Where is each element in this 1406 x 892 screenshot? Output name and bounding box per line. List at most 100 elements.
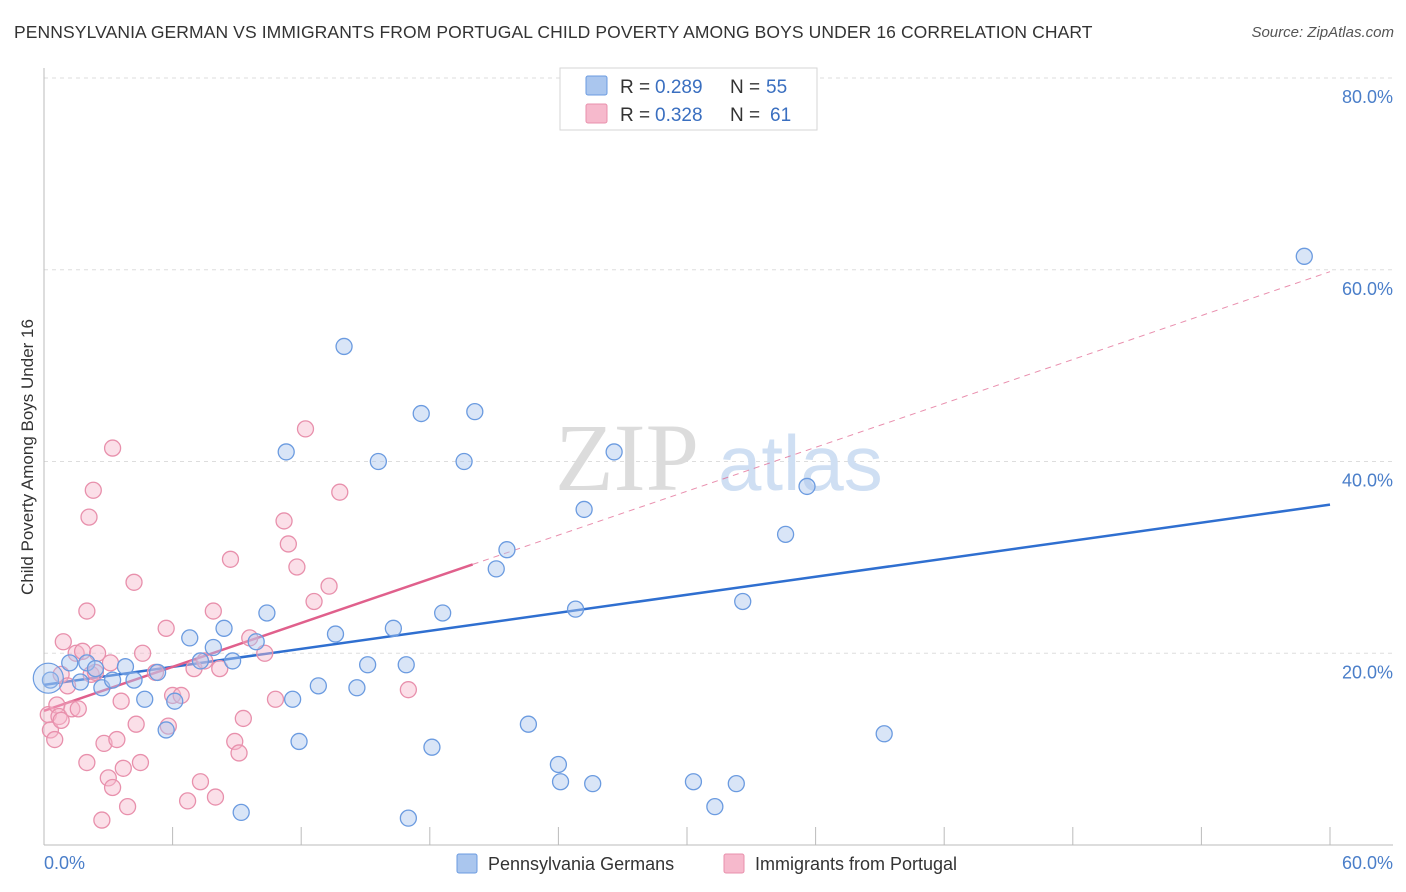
point-immigrants-portugal-58 — [69, 700, 87, 718]
point-immigrants-portugal-48 — [266, 690, 285, 708]
point-immigrants-portugal-1 — [41, 721, 60, 739]
x-tick-labels: 0.0% 60.0% — [44, 853, 1393, 873]
point-pennsylvania-germans-37 — [466, 402, 484, 421]
legend-r-label-1: R = — [620, 77, 650, 98]
point-immigrants-portugal-45 — [234, 709, 252, 728]
point-immigrants-portugal-35 — [178, 792, 197, 810]
legend-n-label-1: N = — [730, 77, 760, 98]
point-pennsylvania-germans-32 — [399, 809, 418, 827]
point-pennsylvania-germans-46 — [605, 443, 623, 461]
point-immigrants-portugal-11 — [78, 753, 96, 772]
point-pennsylvania-germans-30 — [384, 619, 403, 637]
legend-n-value-2: 61 — [770, 105, 791, 126]
point-pennsylvania-germans-2 — [71, 673, 90, 691]
point-pennsylvania-germans-18 — [232, 803, 250, 822]
point-immigrants-portugal-30 — [133, 644, 152, 662]
point-pennsylvania-germans-25 — [326, 625, 345, 643]
point-pennsylvania-germans-28 — [358, 656, 377, 674]
y-tick-label-20: 20.0% — [1342, 662, 1393, 682]
point-immigrants-portugal-37 — [196, 652, 214, 670]
point-pennsylvania-germans-14 — [191, 652, 210, 670]
trend-line-1 — [43, 503, 1331, 687]
point-immigrants-portugal-24 — [114, 759, 132, 777]
point-pennsylvania-germans-9 — [136, 690, 154, 708]
bottom-legend-label-blue: Pennsylvania Germans — [488, 854, 674, 874]
point-immigrants-portugal-55 — [331, 483, 349, 501]
point-immigrants-portugal-15 — [80, 508, 98, 526]
point-pennsylvania-germans-26 — [335, 337, 353, 356]
point-pennsylvania-germans-41 — [549, 755, 568, 774]
point-immigrants-portugal-54 — [320, 577, 338, 595]
point-immigrants-portugal-38 — [191, 773, 210, 791]
point-immigrants-portugal-28 — [127, 715, 145, 733]
legend-r-value-1: 0.289 — [655, 77, 703, 98]
point-immigrants-portugal-59 — [101, 654, 120, 672]
point-immigrants-portugal-20 — [99, 769, 117, 787]
point-pennsylvania-germans-16 — [215, 619, 233, 637]
bottom-legend-label-pink: Immigrants from Portugal — [755, 854, 957, 874]
y-tick-label-60: 60.0% — [1342, 279, 1393, 299]
point-pennsylvania-germans-23 — [290, 732, 308, 751]
point-pennsylvania-germans-10 — [148, 663, 167, 682]
trend-line-2-extension — [472, 271, 1331, 565]
point-immigrants-portugal-21 — [103, 778, 122, 797]
point-immigrants-portugal-13 — [86, 663, 105, 682]
y-tick-label-40: 40.0% — [1342, 471, 1393, 491]
point-pennsylvania-germans-45 — [584, 774, 602, 793]
bottom-legend-swatch-pink — [723, 853, 745, 874]
point-immigrants-portugal-2 — [46, 730, 64, 749]
point-immigrants-portugal-19 — [95, 734, 113, 753]
point-pennsylvania-germans-49 — [727, 774, 745, 793]
point-cluster-origin — [32, 662, 64, 694]
point-immigrants-portugal-52 — [296, 420, 315, 438]
point-pennsylvania-germans-29 — [369, 452, 388, 471]
point-immigrants-portugal-56 — [399, 681, 418, 699]
point-immigrants-portugal-47 — [256, 644, 274, 662]
point-pennsylvania-germans-44 — [575, 500, 593, 519]
point-immigrants-portugal-50 — [279, 535, 297, 553]
point-pennsylvania-germans-36 — [455, 452, 473, 471]
bottom-legend-swatch-blue — [456, 853, 478, 874]
point-pennsylvania-germans-51 — [776, 525, 795, 544]
point-pennsylvania-germans-40 — [519, 715, 538, 733]
point-pennsylvania-germans-17 — [223, 652, 242, 670]
point-pennsylvania-germans-42 — [551, 773, 570, 791]
point-pennsylvania-germans-13 — [181, 629, 199, 647]
point-immigrants-portugal-42 — [221, 550, 240, 568]
point-pennsylvania-germans-12 — [166, 692, 184, 710]
point-pennsylvania-germans-43 — [566, 600, 585, 618]
point-pennsylvania-germans-7 — [116, 658, 135, 676]
x-tick-label-max: 60.0% — [1342, 853, 1393, 873]
point-pennsylvania-germans-22 — [283, 690, 302, 708]
point-pennsylvania-germans-24 — [309, 677, 327, 695]
point-pennsylvania-germans-54 — [1295, 247, 1313, 265]
point-immigrants-portugal-51 — [288, 558, 306, 576]
point-pennsylvania-germans-4 — [86, 659, 105, 678]
source-label: Source: ZipAtlas.com — [1251, 24, 1394, 41]
legend-r-value-2: 0.328 — [655, 105, 703, 126]
point-pennsylvania-germans-6 — [103, 671, 122, 689]
point-pennsylvania-germans-48 — [706, 798, 724, 816]
point-pennsylvania-germans-50 — [734, 592, 752, 611]
point-pennsylvania-germans-8 — [125, 671, 143, 689]
y-axis-label: Child Poverty Among Boys Under 16 — [18, 319, 37, 595]
chart-title: PENNSYLVANIA GERMAN VS IMMIGRANTS FROM P… — [14, 22, 1093, 42]
point-pennsylvania-germans-53 — [875, 725, 893, 743]
point-immigrants-portugal-6 — [54, 633, 72, 651]
correlation-legend: R = 0.289 N = 55 R = 0.328 N = 61 — [559, 67, 818, 131]
point-immigrants-portugal-25 — [118, 798, 137, 816]
point-immigrants-portugal-53 — [305, 592, 323, 611]
legend-swatch-blue — [585, 75, 608, 96]
point-immigrants-portugal-23 — [112, 692, 130, 710]
point-immigrants-portugal-8 — [63, 700, 81, 718]
watermark: ZIP atlas — [555, 404, 883, 511]
point-immigrants-portugal-41 — [211, 659, 229, 678]
point-immigrants-portugal-29 — [131, 753, 150, 772]
point-immigrants-portugal-32 — [157, 619, 175, 637]
legend-r-label-2: R = — [620, 105, 650, 126]
point-immigrants-portugal-27 — [125, 573, 143, 591]
point-immigrants-portugal-22 — [108, 730, 126, 749]
point-pennsylvania-germans-0 — [41, 671, 60, 689]
data-points — [32, 247, 1313, 829]
